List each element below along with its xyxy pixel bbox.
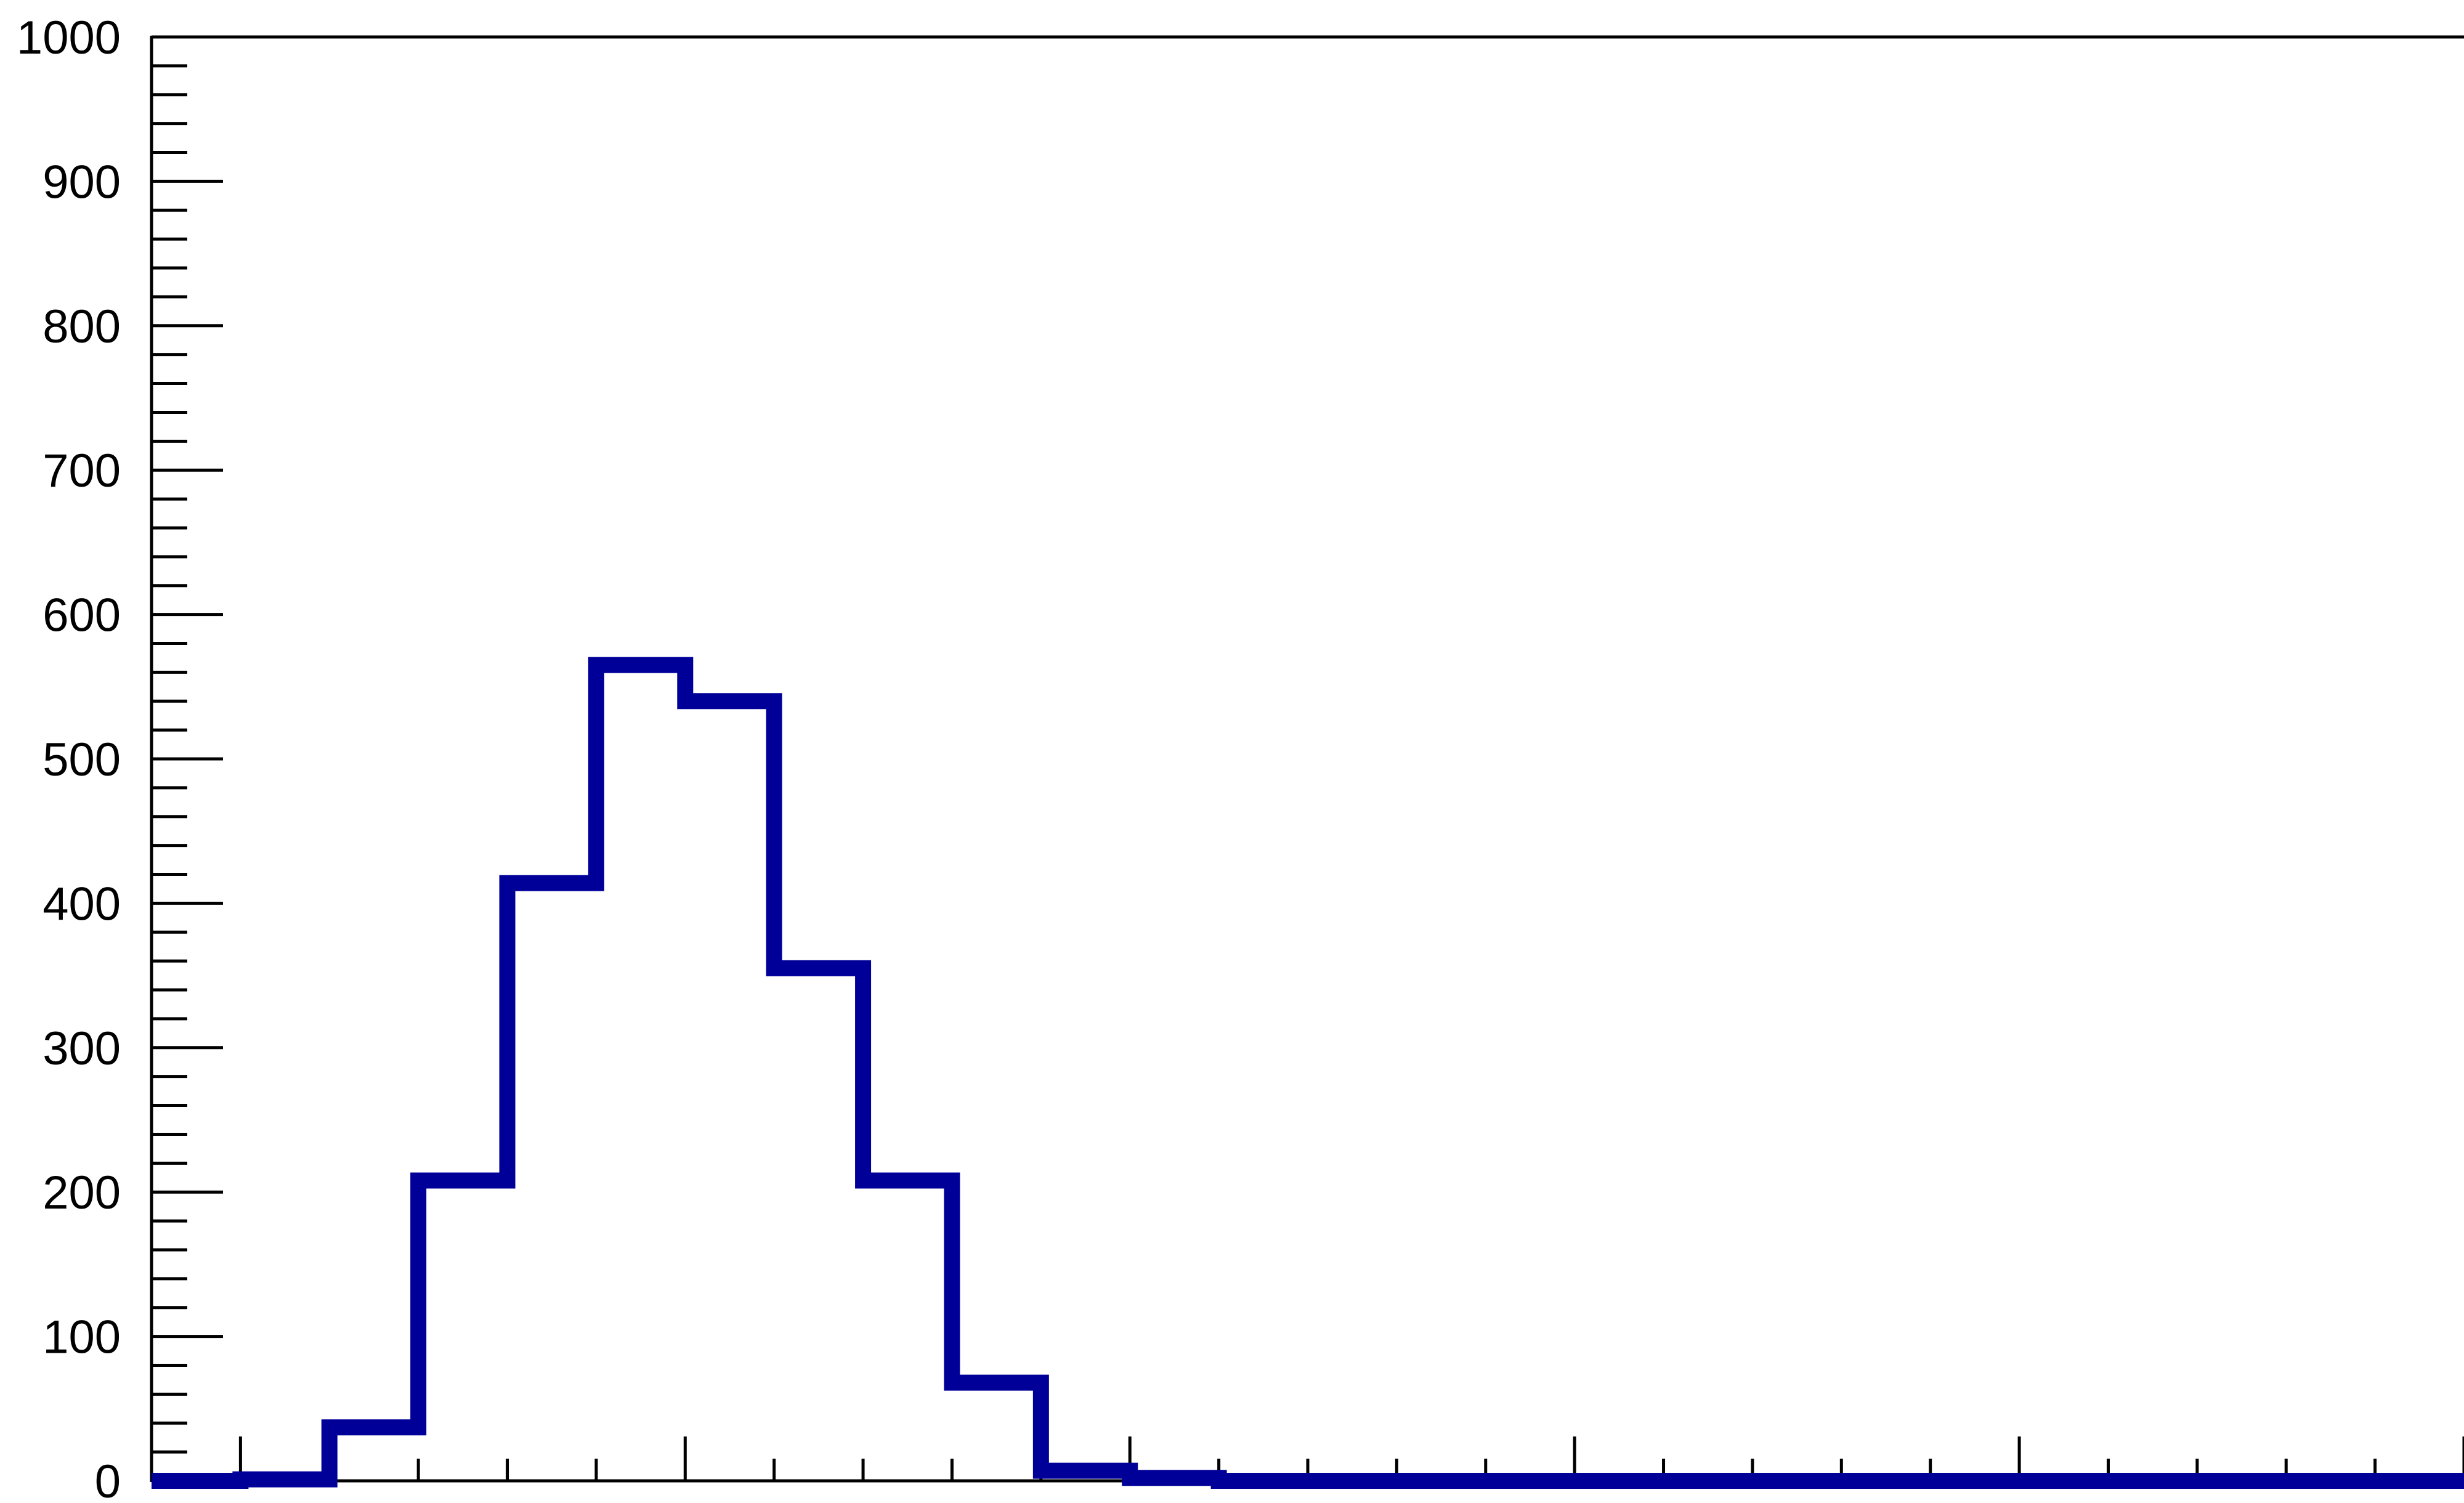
histogram-bin [774, 968, 863, 1481]
y-tick-label: 300 [43, 1023, 121, 1075]
histogram-bin [330, 1427, 418, 1481]
histogram-bin [418, 1180, 507, 1481]
histogram-bin [596, 665, 685, 1481]
histogram-series [152, 657, 2464, 1489]
histogram-bin [863, 1180, 952, 1481]
histogram-bin [508, 883, 596, 1481]
y-tick-label: 200 [43, 1167, 121, 1219]
y-tick-label: 700 [43, 445, 121, 497]
y-tick-label: 800 [43, 301, 121, 353]
y-tick-label: 600 [43, 589, 121, 642]
y-axis-ticks [152, 35, 223, 1483]
axes [150, 35, 2464, 1483]
y-axis-tick-labels: 0 100 200 300 400 500 600 700 800 900 1000 [17, 12, 121, 1503]
histogram-outline [152, 657, 2464, 1489]
y-tick-label: 1000 [17, 12, 121, 64]
y-tick-label: 0 [95, 1456, 121, 1503]
y-tick-label: 400 [43, 878, 121, 930]
y-tick-label: 500 [43, 734, 121, 786]
y-tick-label: 900 [43, 156, 121, 208]
histogram-bin [685, 701, 774, 1481]
y-tick-label: 100 [43, 1311, 121, 1364]
histogram-bin [952, 1383, 1040, 1481]
